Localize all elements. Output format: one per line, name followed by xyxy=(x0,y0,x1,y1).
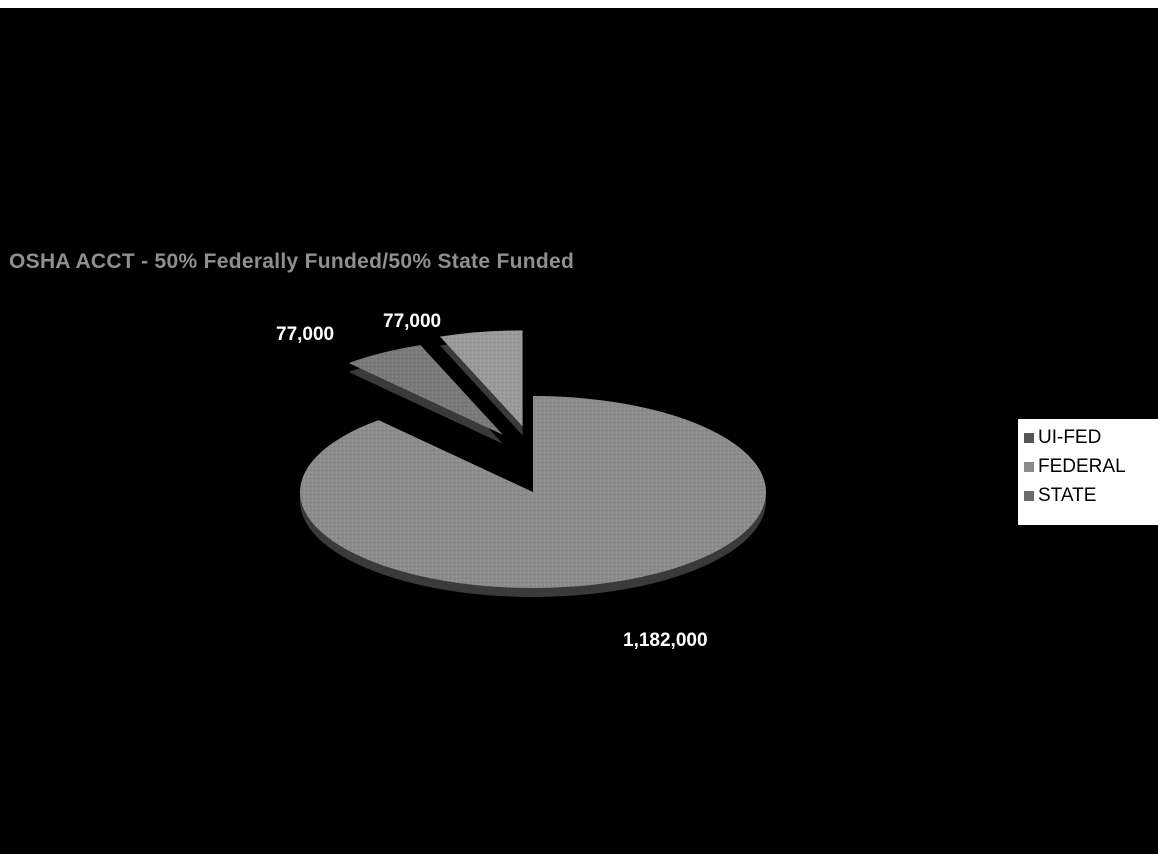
pie-chart xyxy=(299,330,766,597)
pie-slice-texture-ui-fed xyxy=(348,345,504,435)
pie-slice-texture-state xyxy=(299,396,766,588)
data-label-ui-fed: 77,000 xyxy=(276,324,335,345)
pie-slice-texture-federal xyxy=(440,330,523,427)
legend-item-state: STATE xyxy=(1024,483,1158,509)
legend-swatch-ui-fed xyxy=(1024,433,1034,443)
legend-label-ui-fed: UI-FED xyxy=(1038,427,1102,448)
legend-item-ui-fed: UI-FED xyxy=(1024,425,1158,451)
data-label-federal: 77,000 xyxy=(383,311,442,332)
legend-swatch-federal xyxy=(1024,462,1034,472)
legend-item-federal: FEDERAL xyxy=(1024,454,1158,480)
legend-swatch-state xyxy=(1024,491,1034,501)
chart-legend: UI-FED FEDERAL STATE xyxy=(1018,419,1158,525)
chart-area: OSHA ACCT - 50% Federally Funded/50% Sta… xyxy=(0,8,1158,854)
chart-title: OSHA ACCT - 50% Federally Funded/50% Sta… xyxy=(9,250,575,273)
legend-label-state: STATE xyxy=(1038,485,1097,506)
legend-label-federal: FEDERAL xyxy=(1038,456,1126,477)
data-label-state: 1,182,000 xyxy=(623,630,708,651)
